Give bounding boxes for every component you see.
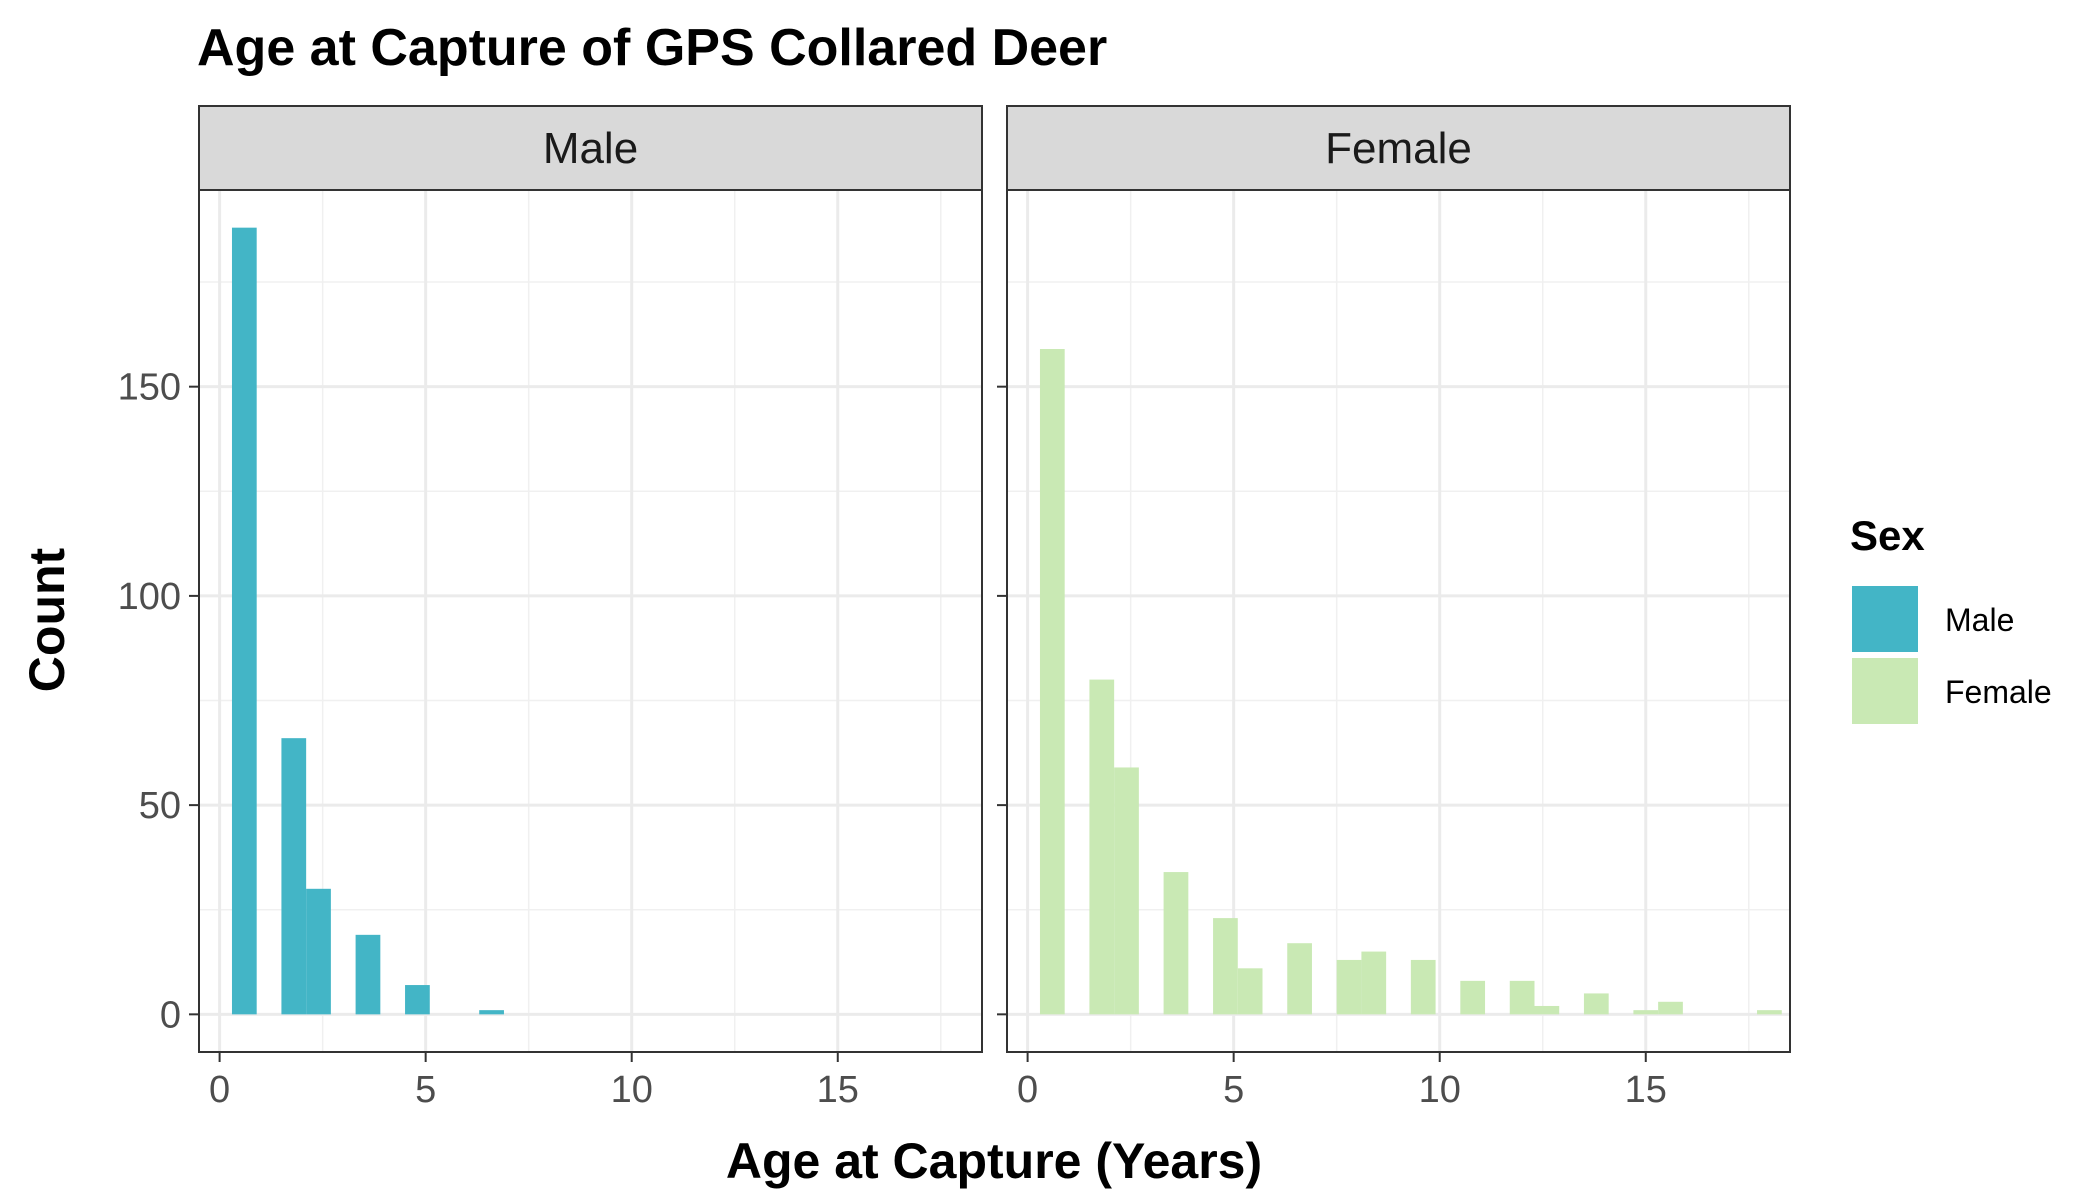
facet-strip-label: Female [1325, 124, 1472, 173]
x-tick-label: 10 [1419, 1069, 1461, 1111]
panel-border [198, 189, 983, 1053]
bar-female [1509, 980, 1535, 1015]
y-tick-label: 100 [118, 576, 181, 618]
x-tick-label: 0 [209, 1069, 230, 1111]
bar-female [1633, 1010, 1659, 1015]
bar-female [1213, 918, 1238, 1015]
facet-strip-label: Male [543, 124, 638, 173]
legend-key-male [1852, 586, 1918, 652]
bar-female [1114, 767, 1139, 1015]
y-tick-label: 0 [160, 994, 181, 1036]
bar-female [1658, 1001, 1683, 1015]
x-tick-label: 15 [1625, 1069, 1667, 1111]
chart-title: Age at Capture of GPS Collared Deer [197, 19, 1107, 77]
bar-male [355, 934, 381, 1015]
bar-female [1757, 1010, 1782, 1015]
bar-male [306, 888, 331, 1015]
facet-strip [198, 105, 983, 191]
y-tick-label: 50 [139, 785, 181, 827]
bar-female [1361, 951, 1387, 1015]
bar-female [1287, 943, 1312, 1015]
y-tick-label: 150 [118, 367, 181, 409]
legend-title: Sex [1850, 512, 1925, 559]
bar-male [231, 227, 257, 1015]
legend-label-male: Male [1945, 602, 2014, 638]
bar-female [1410, 959, 1436, 1015]
x-tick-label: 5 [415, 1069, 436, 1111]
x-tick-label: 15 [817, 1069, 859, 1111]
panel-female: Female 0 5 10 15 [997, 105, 1791, 1111]
x-tick-label: 10 [611, 1069, 653, 1111]
legend-label-female: Female [1945, 674, 2052, 710]
bar-female [1583, 993, 1609, 1015]
legend: Sex Male Female [1850, 512, 2052, 724]
facet-strip [1006, 105, 1791, 191]
x-tick-label: 0 [1017, 1069, 1038, 1111]
legend-key-female [1852, 658, 1918, 724]
bar-male [405, 985, 430, 1015]
x-axis-title: Age at Capture (Years) [726, 1133, 1262, 1189]
bar-female [1163, 872, 1189, 1015]
panel-border [1006, 189, 1791, 1053]
bar-male [281, 738, 307, 1015]
bar-female [1460, 980, 1486, 1015]
bar-female [1534, 1005, 1560, 1015]
bar-male [479, 1010, 504, 1015]
bar-female [1237, 968, 1263, 1015]
x-tick-label: 5 [1223, 1069, 1244, 1111]
bar-female [1089, 679, 1115, 1015]
bar-female [1336, 959, 1362, 1015]
y-axis-title: Count [19, 547, 75, 692]
bar-female [1039, 349, 1065, 1015]
